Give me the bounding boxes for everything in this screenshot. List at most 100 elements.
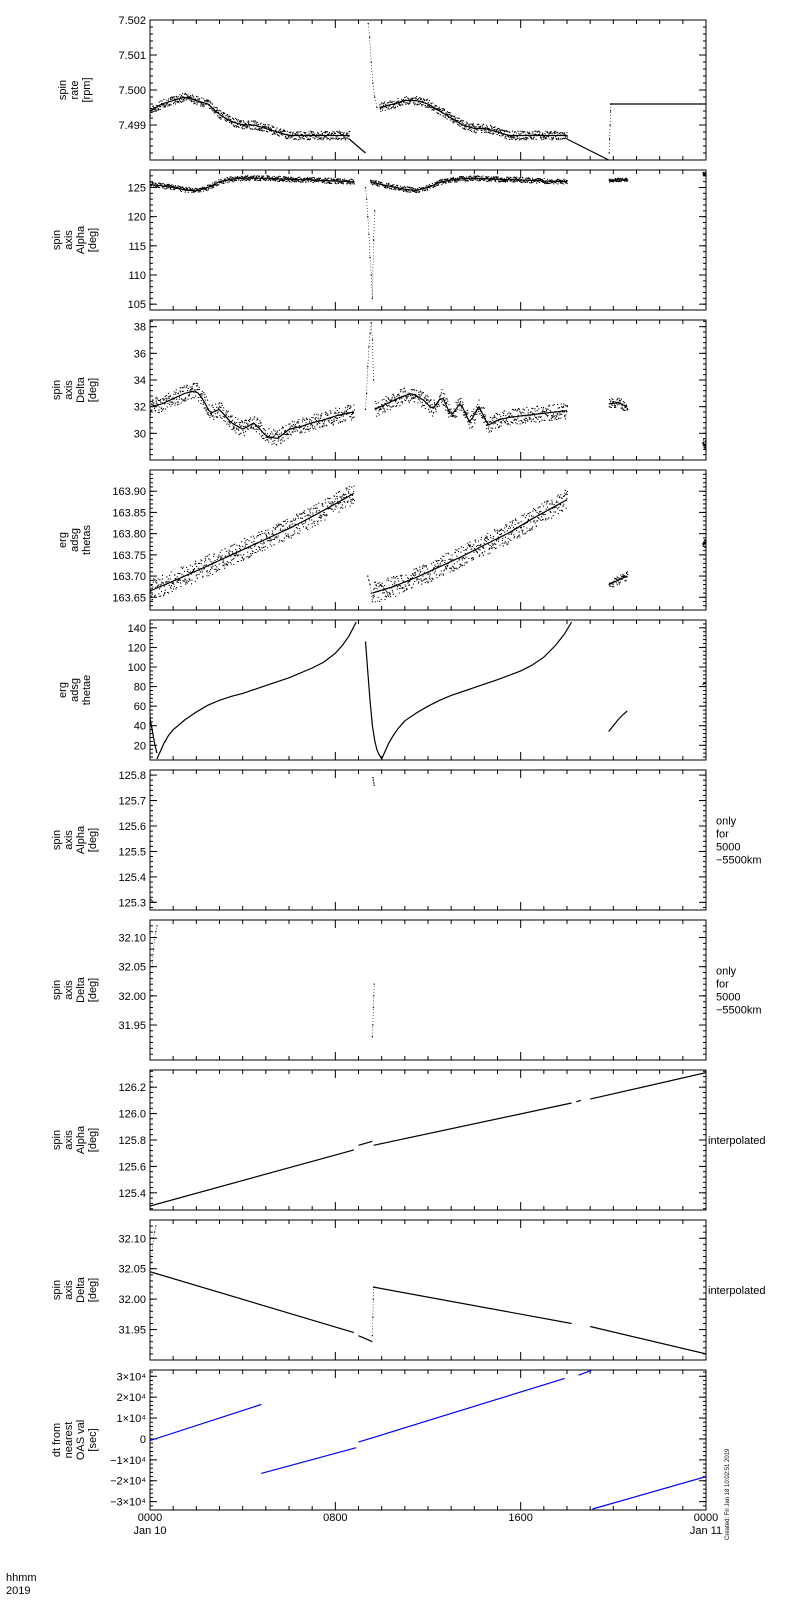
series-data bbox=[150, 777, 375, 903]
y-tick-label: 125.4 bbox=[118, 1188, 146, 1200]
y-axis-label: axis bbox=[63, 380, 75, 400]
scatter-band bbox=[608, 397, 629, 412]
chart-panel-3: 30 32 34 36 38 spin axis Delta [deg] bbox=[51, 319, 707, 461]
y-tick-label: −2×10⁴ bbox=[110, 1476, 146, 1488]
y-tick-label: 7.499 bbox=[118, 120, 146, 132]
band-centerline bbox=[150, 96, 350, 137]
chart-panel-2: 105 110 115 120 125 spin axis Alpha [deg] bbox=[51, 169, 707, 311]
y-tick-label: 100 bbox=[128, 662, 146, 674]
data-point bbox=[369, 583, 371, 586]
y-tick-label: 40 bbox=[134, 721, 146, 733]
panel-frame bbox=[149, 169, 707, 311]
chart-panel-5: 20 40 60 80 100 120 140 erg adsg thetae bbox=[57, 619, 707, 761]
panel-note: 5000 bbox=[716, 842, 740, 854]
series-line-segment bbox=[578, 1370, 593, 1376]
band-centerline bbox=[701, 442, 706, 448]
y-tick-label: 125.6 bbox=[118, 821, 146, 833]
chart-panel-10: 3×10⁴ 2×10⁴ 1×10⁴ 0 −1×10⁴ −2×10⁴ −3×10⁴ dt fro… bbox=[51, 1369, 707, 1511]
y-axis-label: thetae bbox=[81, 675, 93, 706]
sparse-trace bbox=[152, 1238, 154, 1251]
y-axis-label: axis bbox=[63, 230, 75, 250]
sparse-trace bbox=[369, 257, 372, 276]
y-tick-label: 110 bbox=[128, 270, 146, 282]
y-tick-label: 120 bbox=[128, 642, 146, 654]
y-axis-label: [rpm] bbox=[81, 77, 93, 102]
scatter-band bbox=[370, 175, 569, 194]
y-tick-label: 20 bbox=[134, 740, 146, 752]
sparse-trace bbox=[368, 580, 371, 585]
data-point bbox=[154, 901, 156, 903]
chart-panel-9: 31.95 32.00 32.05 32.10 spin axis Delta [deg] in… bbox=[51, 1219, 766, 1361]
data-point bbox=[368, 233, 370, 235]
series-data bbox=[150, 322, 706, 452]
y-tick-label: 32.00 bbox=[118, 1294, 146, 1306]
data-point bbox=[373, 995, 375, 997]
y-tick-label: 125.7 bbox=[118, 796, 146, 808]
y-axis-label: [deg] bbox=[87, 1278, 99, 1302]
scatter-band bbox=[372, 489, 569, 603]
x-unit-label: hhmm bbox=[6, 1572, 37, 1584]
panel-note: 5000 bbox=[716, 992, 740, 1004]
y-tick-label: 32.10 bbox=[118, 1233, 146, 1245]
y-axis-label: axis bbox=[63, 1280, 75, 1300]
sparse-trace bbox=[372, 239, 374, 299]
y-tick-label: 126.2 bbox=[118, 1082, 146, 1094]
y-axis-label: spin bbox=[51, 230, 63, 250]
series-data bbox=[150, 1225, 706, 1355]
y-axis-label: [deg] bbox=[87, 228, 99, 252]
y-tick-label: 126.0 bbox=[118, 1109, 146, 1121]
x-year-label: 2019 bbox=[6, 1585, 30, 1597]
x-tick-label: 0800 bbox=[323, 1512, 347, 1524]
series-line-segment bbox=[150, 717, 158, 754]
y-tick-label: 32 bbox=[134, 402, 146, 414]
y-tick-label: 7.500 bbox=[118, 85, 146, 97]
sparse-trace bbox=[152, 900, 154, 903]
sparse-trace bbox=[155, 925, 158, 932]
y-axis-label: erg bbox=[57, 682, 69, 698]
y-tick-label: 125.5 bbox=[118, 846, 146, 858]
data-point bbox=[366, 198, 368, 200]
panel-note: only bbox=[716, 966, 737, 978]
sparse-trace bbox=[367, 575, 370, 581]
panel-frame bbox=[149, 1219, 707, 1361]
x-tick-label: 0000 bbox=[694, 1512, 718, 1524]
panel-note: for bbox=[716, 979, 729, 991]
series-line-segment bbox=[358, 1335, 373, 1343]
series-line-segment bbox=[364, 641, 383, 760]
series-line-segment bbox=[348, 138, 366, 154]
data-point bbox=[371, 600, 373, 603]
y-tick-label: 38 bbox=[134, 322, 146, 334]
band-centerline bbox=[608, 402, 628, 408]
sparse-trace bbox=[153, 937, 155, 950]
y-axis-label: [deg] bbox=[87, 828, 99, 852]
sparse-trace bbox=[374, 96, 378, 108]
y-axis-label: spin bbox=[51, 380, 63, 400]
sparse-trace bbox=[366, 199, 369, 217]
series-line-segment bbox=[150, 1271, 355, 1334]
sparse-trace bbox=[367, 23, 370, 38]
y-axis-label: spin bbox=[51, 1130, 63, 1150]
band-centerline bbox=[150, 390, 355, 439]
panel-frame bbox=[149, 19, 707, 161]
data-point bbox=[368, 579, 370, 581]
y-tick-label: 36 bbox=[134, 348, 146, 360]
y-tick-label: 2×10⁴ bbox=[116, 1392, 146, 1404]
data-point bbox=[150, 1262, 152, 1264]
series-line-segment bbox=[156, 621, 357, 760]
series-data bbox=[150, 22, 706, 160]
y-axis-label: [deg] bbox=[87, 378, 99, 402]
y-tick-label: −1×10⁴ bbox=[110, 1455, 146, 1467]
band-centerline bbox=[150, 492, 355, 592]
series-line-segment bbox=[150, 1149, 355, 1207]
series-line-segment bbox=[358, 1377, 565, 1443]
y-tick-label: 30 bbox=[134, 428, 146, 440]
y-tick-label: 3×10⁴ bbox=[116, 1371, 146, 1383]
sparse-trace bbox=[154, 931, 157, 938]
data-point bbox=[367, 216, 369, 218]
y-tick-label: 125.8 bbox=[118, 770, 146, 782]
sparse-trace bbox=[366, 366, 369, 394]
y-axis-label: Alpha bbox=[75, 225, 87, 254]
y-axis-label: erg bbox=[57, 532, 69, 548]
data-point bbox=[372, 379, 375, 381]
